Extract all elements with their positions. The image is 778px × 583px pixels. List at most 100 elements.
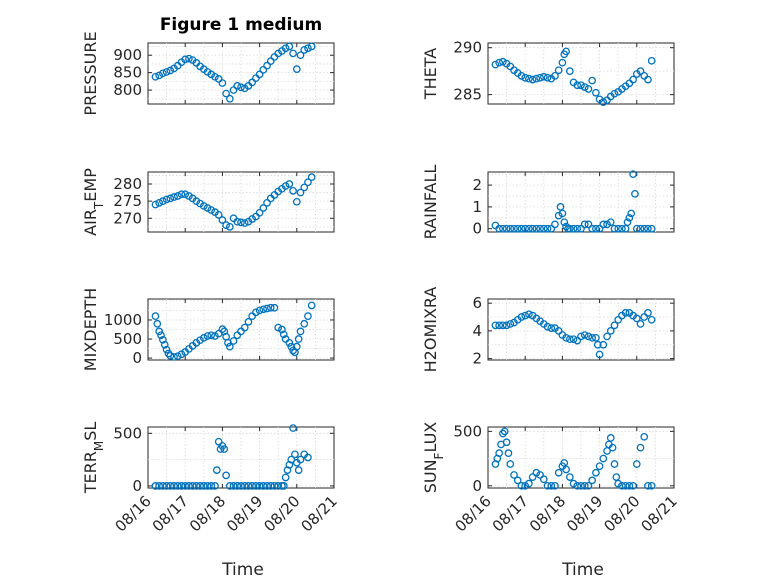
data-point bbox=[621, 309, 630, 317]
data-point bbox=[577, 224, 585, 233]
data-point bbox=[159, 69, 167, 78]
data-point bbox=[551, 481, 559, 490]
data-point bbox=[500, 427, 509, 436]
data-point bbox=[225, 94, 234, 103]
data-point bbox=[162, 68, 171, 76]
y-tick-label: 4 bbox=[472, 322, 482, 340]
data-point bbox=[296, 51, 305, 60]
data-point bbox=[510, 471, 518, 479]
data-point bbox=[506, 460, 515, 468]
data-point bbox=[173, 192, 182, 200]
data-point bbox=[580, 481, 589, 490]
data-point bbox=[610, 321, 619, 330]
data-point bbox=[225, 342, 234, 351]
data-point bbox=[502, 321, 511, 330]
data-point bbox=[558, 209, 567, 218]
x-tick-label: 08/19 bbox=[223, 492, 266, 535]
data-point bbox=[294, 335, 303, 343]
data-point bbox=[495, 449, 504, 457]
data-point bbox=[499, 57, 507, 66]
x-tick-label: 08/17 bbox=[149, 492, 192, 535]
data-point bbox=[307, 42, 316, 51]
data-point bbox=[244, 318, 253, 326]
data-point bbox=[584, 332, 593, 341]
data-point bbox=[296, 327, 305, 336]
y-tick-label: 1 bbox=[472, 198, 482, 216]
data-point bbox=[300, 183, 309, 192]
data-point bbox=[593, 340, 602, 349]
data-point bbox=[543, 73, 552, 82]
y-tick-label: 6 bbox=[472, 294, 482, 312]
data-point bbox=[528, 224, 537, 233]
data-point bbox=[274, 482, 283, 490]
data-point bbox=[608, 443, 617, 452]
y-tick-label: 2 bbox=[472, 176, 482, 194]
data-point bbox=[551, 220, 559, 229]
data-point bbox=[222, 471, 230, 480]
x-tick-label: 08/20 bbox=[260, 492, 303, 535]
data-point bbox=[558, 58, 567, 67]
data-point bbox=[547, 224, 556, 233]
data-point bbox=[627, 209, 636, 218]
data-point bbox=[162, 482, 171, 490]
data-point bbox=[218, 216, 227, 224]
data-point bbox=[539, 224, 548, 233]
data-point bbox=[292, 342, 301, 351]
data-point bbox=[252, 308, 260, 317]
data-point bbox=[155, 71, 164, 80]
data-point bbox=[300, 319, 309, 328]
data-point bbox=[255, 306, 264, 315]
data-point bbox=[166, 66, 175, 75]
data-point bbox=[289, 424, 297, 432]
data-point bbox=[218, 79, 227, 87]
data-point bbox=[614, 479, 623, 488]
x-tick-label: 08/19 bbox=[563, 492, 606, 535]
y-tick-label: 500 bbox=[113, 330, 142, 348]
data-point bbox=[170, 482, 178, 490]
y-tick-label: 900 bbox=[113, 46, 142, 64]
y-tick-label: 290 bbox=[453, 39, 482, 57]
data-point bbox=[584, 481, 593, 490]
data-point bbox=[278, 325, 286, 334]
x-tick-label: 08/16 bbox=[112, 492, 155, 535]
data-point bbox=[506, 224, 515, 233]
data-point bbox=[636, 67, 645, 76]
data-point bbox=[565, 67, 574, 76]
data-point bbox=[517, 71, 526, 80]
data-point bbox=[220, 445, 229, 453]
data-point bbox=[644, 224, 652, 233]
data-point bbox=[551, 71, 559, 80]
data-point bbox=[259, 204, 268, 212]
chart-title: Figure 1 medium bbox=[160, 15, 322, 35]
y-tick-label: 270 bbox=[113, 209, 142, 227]
data-point bbox=[584, 220, 593, 229]
data-point bbox=[618, 224, 626, 233]
y-axis-label: SUNFLUX bbox=[421, 422, 446, 494]
y-tick-label: 0 bbox=[472, 477, 482, 495]
y-axis-label: AIRTEMP bbox=[81, 168, 106, 236]
data-point bbox=[203, 482, 212, 490]
data-point bbox=[647, 224, 656, 233]
data-point bbox=[547, 481, 556, 490]
data-point bbox=[629, 170, 637, 179]
data-point bbox=[554, 468, 563, 477]
data-point bbox=[606, 218, 615, 227]
data-point bbox=[233, 82, 242, 90]
data-point bbox=[188, 482, 197, 490]
data-point bbox=[162, 195, 171, 204]
data-point bbox=[266, 482, 275, 490]
data-point bbox=[580, 220, 589, 229]
data-point bbox=[155, 482, 164, 490]
data-point bbox=[212, 466, 221, 474]
data-point bbox=[211, 482, 219, 490]
data-point bbox=[644, 481, 652, 490]
subplot-rainfall: 0 1 2 RAINFALL bbox=[421, 165, 675, 239]
data-point bbox=[506, 320, 515, 328]
data-point bbox=[539, 72, 548, 81]
data-point bbox=[569, 335, 578, 344]
data-point bbox=[554, 211, 563, 220]
data-point bbox=[510, 224, 518, 233]
data-point bbox=[263, 199, 271, 207]
data-point bbox=[203, 332, 212, 340]
